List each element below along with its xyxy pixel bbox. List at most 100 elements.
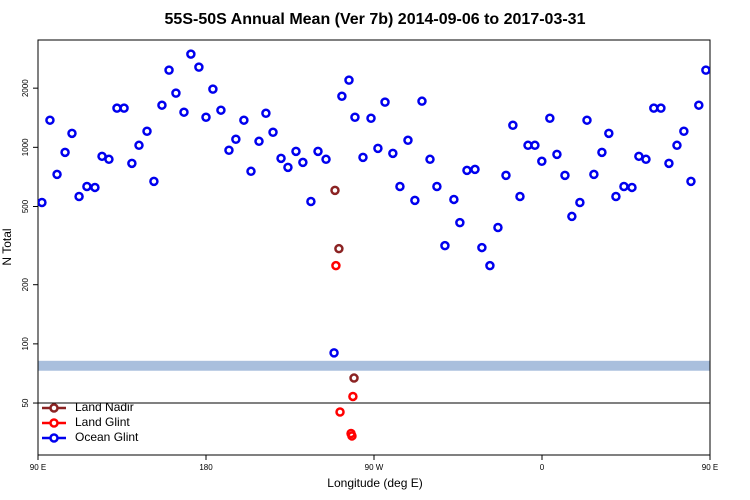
point: [694, 100, 704, 110]
y-tick-label: 2000: [21, 79, 30, 97]
point: [395, 181, 405, 192]
point: [246, 166, 256, 177]
point: [149, 176, 159, 187]
point: [330, 185, 340, 196]
legend-label: Land Glint: [75, 415, 130, 429]
x-tick-label: 90 E: [30, 463, 46, 472]
chart-title: 55S-50S Annual Mean (Ver 7b) 2014-09-06 …: [165, 11, 586, 28]
legend-label: Land Nadir: [75, 400, 134, 414]
point: [410, 195, 420, 206]
y-tick-label: 50: [21, 398, 30, 407]
point: [403, 135, 413, 146]
point: [38, 197, 47, 208]
point: [127, 158, 137, 169]
point: [686, 176, 696, 187]
point: [380, 97, 390, 107]
point: [582, 115, 592, 125]
point: [425, 154, 435, 165]
point: [276, 153, 286, 164]
point: [455, 217, 465, 228]
point: [560, 170, 570, 181]
point: [337, 91, 347, 101]
legend-marker: [49, 403, 59, 413]
point: [619, 181, 629, 192]
plot-frame: [37, 39, 711, 456]
point: [119, 103, 129, 113]
point: [239, 115, 249, 125]
point: [104, 154, 114, 165]
point: [440, 240, 450, 251]
point: [679, 126, 689, 137]
point: [567, 211, 577, 222]
point: [656, 103, 666, 113]
point: [268, 127, 278, 138]
point: [231, 134, 241, 145]
point: [329, 348, 339, 358]
point: [589, 169, 599, 180]
point: [179, 107, 189, 117]
point: [366, 113, 376, 123]
y-tick-label: 1000: [21, 138, 30, 156]
point: [348, 391, 358, 402]
x-tick-label: 0: [540, 463, 545, 472]
legend-marker: [49, 418, 59, 428]
point: [347, 431, 357, 441]
x-tick-label: 90 W: [365, 463, 384, 472]
point: [515, 191, 525, 202]
point: [224, 145, 234, 156]
point: [432, 181, 442, 192]
point: [208, 84, 218, 94]
point: [641, 154, 651, 165]
point: [283, 162, 293, 173]
point: [501, 170, 511, 181]
point: [627, 182, 637, 193]
point: [334, 243, 344, 254]
point: [67, 128, 77, 139]
point: [157, 100, 167, 110]
point: [45, 115, 55, 125]
point: [335, 407, 345, 417]
band: [38, 360, 710, 371]
point: [508, 120, 518, 131]
point: [90, 182, 100, 193]
point: [545, 113, 555, 123]
point: [216, 105, 226, 115]
point: [306, 196, 316, 207]
x-axis-label: Longitude (deg E): [327, 476, 422, 490]
point: [417, 96, 427, 106]
point: [254, 136, 264, 147]
point: [449, 194, 459, 205]
point: [349, 373, 359, 383]
point: [291, 146, 301, 157]
point: [664, 158, 674, 169]
y-axis-label: N Total: [0, 228, 14, 265]
point: [604, 128, 614, 139]
point: [313, 146, 323, 157]
point: [171, 88, 181, 98]
point: [331, 260, 341, 271]
point: [470, 164, 480, 175]
point: [344, 75, 354, 85]
point: [672, 140, 682, 151]
legend-marker: [49, 433, 59, 443]
point: [701, 65, 710, 75]
point: [82, 181, 92, 192]
point: [477, 242, 487, 253]
y-tick-label: 500: [21, 199, 30, 213]
point: [575, 197, 585, 208]
point: [485, 260, 495, 271]
point: [350, 112, 360, 123]
point: [388, 148, 398, 159]
y-tick-label: 100: [21, 337, 30, 351]
point: [164, 65, 174, 75]
points: [38, 49, 710, 441]
legend-label: Ocean Glint: [75, 430, 139, 444]
x-tick-label: 180: [199, 463, 213, 472]
point: [530, 140, 540, 151]
point: [298, 157, 308, 168]
point: [194, 62, 204, 72]
point: [186, 49, 196, 59]
point: [462, 165, 472, 176]
point: [201, 112, 211, 123]
